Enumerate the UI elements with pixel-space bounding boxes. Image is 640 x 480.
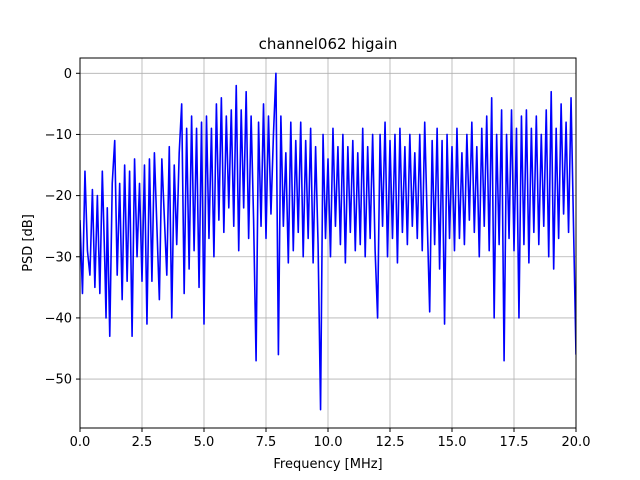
- x-tick-label: 20.0: [562, 435, 591, 450]
- x-tick-label: 10.0: [314, 435, 343, 450]
- y-tick-label: −30: [45, 250, 72, 265]
- x-axis-ticks: 0.0 2.5 5.0 7.5 10.0 12.5 15.0 17.5 20.0: [70, 428, 591, 450]
- series-layer: [80, 72, 576, 411]
- chart-title: channel062 higain: [259, 35, 398, 53]
- psd-series-line: [80, 72, 576, 411]
- x-tick-label: 5.0: [194, 435, 215, 450]
- x-tick-label: 15.0: [438, 435, 467, 450]
- x-tick-label: 12.5: [376, 435, 405, 450]
- x-axis-label: Frequency [MHz]: [273, 457, 382, 472]
- y-tick-label: 0: [64, 67, 72, 82]
- x-tick-label: 2.5: [132, 435, 153, 450]
- x-tick-label: 17.5: [500, 435, 529, 450]
- x-tick-label: 0.0: [70, 435, 91, 450]
- y-tick-label: −40: [45, 311, 72, 326]
- y-axis-ticks: 0 −10 −20 −30 −40 −50: [45, 67, 80, 388]
- y-axis-label: PSD [dB]: [21, 214, 36, 272]
- x-tick-label: 7.5: [256, 435, 277, 450]
- y-tick-label: −20: [45, 189, 72, 204]
- y-tick-label: −10: [45, 128, 72, 143]
- y-tick-label: −50: [45, 373, 72, 388]
